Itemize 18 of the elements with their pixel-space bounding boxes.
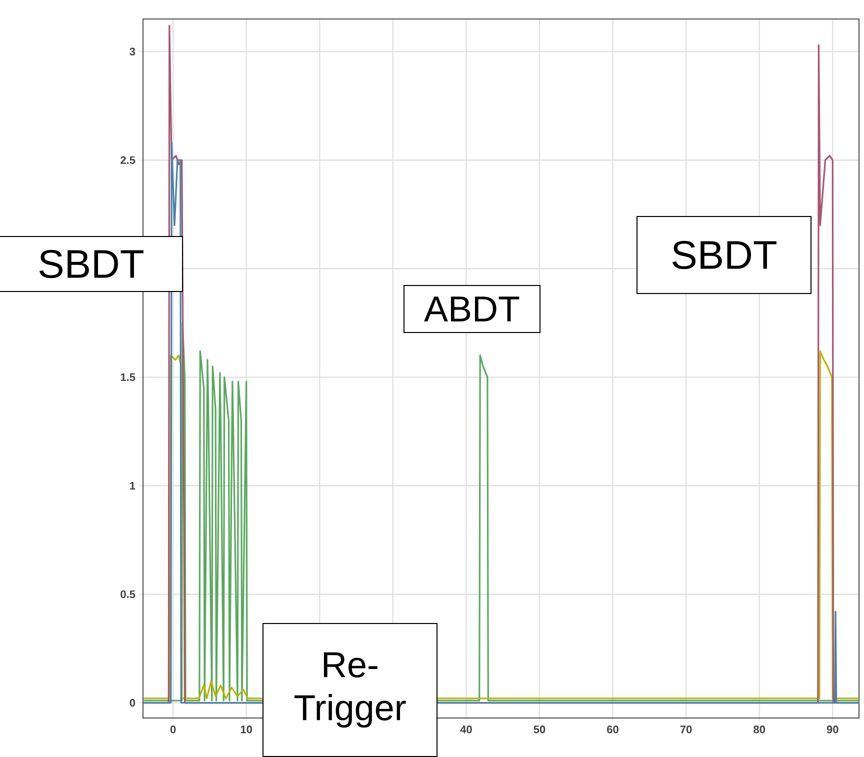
y-tick-label: 2.5 [120, 156, 136, 164]
x-tick-label: 0 [170, 726, 176, 734]
y-tick-label: 0.5 [120, 590, 136, 598]
x-tick-label: 60 [607, 726, 618, 734]
y-tick-label: 0 [130, 698, 136, 707]
y-tick-label: 3 [130, 48, 136, 56]
x-tick-label: 80 [754, 726, 766, 734]
y-tick-label: 1.5 [120, 373, 136, 382]
annotation: SBDT [39, 250, 144, 278]
x-tick-label: 10 [240, 726, 252, 734]
x-tick-label: 70 [680, 726, 692, 734]
y-tick-label: 1 [130, 482, 136, 490]
annotation: Re-Trigger [294, 652, 406, 728]
x-tick-label: 40 [460, 726, 472, 734]
x-tick-label: 50 [534, 726, 546, 734]
x-tick-label: 90 [826, 726, 838, 734]
annotation: SBDT [672, 240, 776, 270]
annotation: ABDT [424, 296, 520, 322]
